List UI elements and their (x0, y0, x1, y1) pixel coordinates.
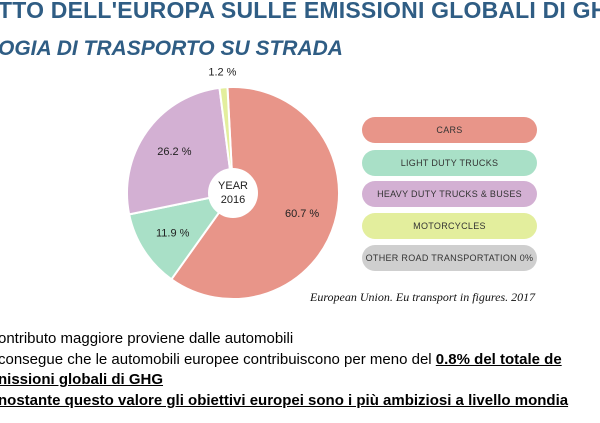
slide-title: TTO DELL'EUROPA SULLE EMISSIONI GLOBALI … (0, 0, 600, 23)
pie-data-label: 60.7 % (285, 208, 319, 220)
pie-data-label: 1.2 % (208, 67, 236, 79)
legend-item-heavy-duty-trucks: HEAVY DUTY TRUCKS & BUSES (362, 181, 537, 207)
legend-label: OTHER ROAD TRANSPORTATION 0% (365, 253, 534, 263)
legend-label: LIGHT DUTY TRUCKS (400, 158, 499, 168)
center-label-value: 2016 (221, 194, 245, 206)
bullet-line-4: nostante questo valore gli obiettivi eur… (0, 392, 569, 409)
legend-label: CARS (436, 125, 463, 135)
bullet-line-2: consegue che le automobili europee contr… (0, 351, 562, 368)
pie-center-hole (208, 168, 258, 218)
legend-item-light-duty-trucks: LIGHT DUTY TRUCKS (362, 150, 537, 176)
bullet-line-2-text: consegue che le automobili europee contr… (0, 351, 436, 368)
legend-item-motorcycles: MOTORCYCLES (362, 213, 537, 239)
legend-item-other-road: OTHER ROAD TRANSPORTATION 0% (362, 245, 537, 271)
source-citation: European Union. Eu transport in figures.… (310, 290, 536, 304)
pie-data-label: 26.2 % (157, 146, 191, 158)
legend-label: MOTORCYCLES (413, 221, 486, 231)
legend-item-cars: CARS (362, 117, 537, 143)
bullet-line-1: ontributo maggiore proviene dalle automo… (0, 330, 294, 347)
pie-slice-light-duty-trucks (127, 191, 236, 281)
pie-data-label: 11.9 % (156, 227, 190, 239)
bullet-line-2-highlight: 0.8% del totale de (435, 351, 562, 368)
pie-slice-motorcycles (218, 86, 234, 194)
pie-slice-heavy-duty-trucks-buses (126, 86, 235, 216)
slide-subtitle: OGIA DI TRASPORTO SU STRADA (0, 37, 343, 60)
bullet-line-3: nissioni globali di GHG (0, 371, 164, 388)
center-label-year: YEAR (218, 180, 248, 192)
legend-label: HEAVY DUTY TRUCKS & BUSES (377, 189, 522, 199)
